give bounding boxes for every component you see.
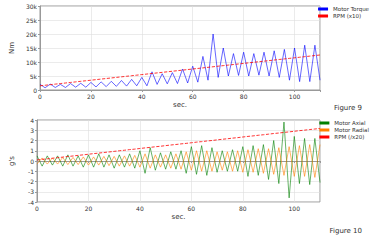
svg-text:2: 2	[30, 137, 34, 144]
svg-text:100: 100	[289, 93, 301, 100]
svg-text:g's: g's	[8, 156, 16, 166]
svg-text:3: 3	[30, 127, 34, 134]
svg-text:80: 80	[239, 205, 247, 212]
svg-text:60: 60	[188, 205, 196, 212]
svg-text:Figure 9: Figure 9	[334, 104, 362, 112]
svg-text:15k: 15k	[26, 45, 38, 52]
svg-text:10k: 10k	[26, 59, 38, 66]
svg-text:25k: 25k	[26, 17, 38, 24]
svg-text:1: 1	[30, 147, 34, 154]
svg-text:Motor Radial: Motor Radial	[334, 127, 369, 133]
svg-text:Figure 10: Figure 10	[329, 227, 362, 235]
svg-text:-4: -4	[28, 199, 34, 206]
svg-text:-1: -1	[28, 168, 34, 175]
svg-text:40: 40	[136, 205, 144, 212]
svg-text:20: 20	[87, 93, 95, 100]
svg-text:20k: 20k	[26, 31, 38, 38]
svg-text:0: 0	[35, 205, 39, 212]
svg-text:-2: -2	[28, 178, 34, 185]
svg-text:Motor Axial: Motor Axial	[334, 120, 366, 126]
svg-text:0: 0	[38, 93, 42, 100]
svg-text:100: 100	[289, 205, 301, 212]
svg-text:80: 80	[240, 93, 248, 100]
svg-text:0: 0	[30, 158, 34, 165]
svg-text:sec.: sec.	[173, 101, 187, 109]
svg-text:Nm: Nm	[8, 42, 16, 54]
svg-text:4: 4	[30, 117, 34, 124]
svg-text:-3: -3	[28, 188, 34, 195]
svg-text:Motor Torque: Motor Torque	[333, 6, 370, 13]
svg-text:5k: 5k	[30, 73, 38, 80]
svg-text:RPM (/x20): RPM (/x20)	[334, 134, 364, 140]
svg-text:40: 40	[138, 93, 146, 100]
svg-text:60: 60	[189, 93, 197, 100]
svg-text:sec.: sec.	[171, 213, 185, 221]
svg-text:20: 20	[85, 205, 93, 212]
svg-text:0: 0	[33, 87, 37, 94]
svg-text:RPM (x10): RPM (x10)	[333, 13, 361, 19]
svg-text:30k: 30k	[26, 3, 38, 10]
